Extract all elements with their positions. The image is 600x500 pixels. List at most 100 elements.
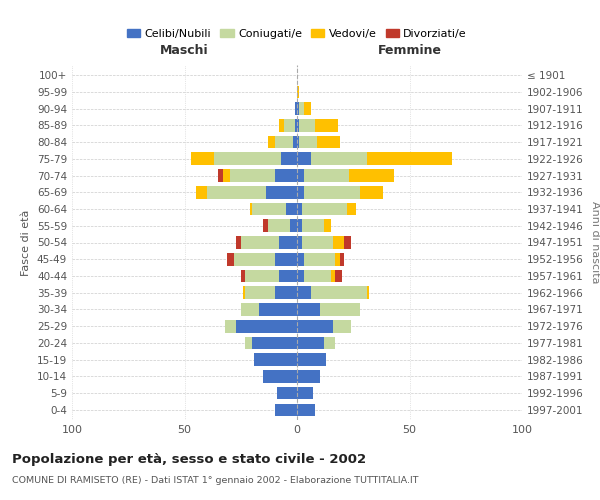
Bar xyxy=(245,270,279,282)
Bar xyxy=(214,152,281,165)
Bar xyxy=(304,270,331,282)
Bar xyxy=(297,169,304,182)
Bar xyxy=(263,370,297,382)
Bar xyxy=(252,336,297,349)
Bar xyxy=(218,169,223,182)
Bar xyxy=(268,136,275,148)
Bar xyxy=(297,102,299,115)
Bar xyxy=(241,303,259,316)
Bar xyxy=(297,202,302,215)
Text: Femmine: Femmine xyxy=(377,44,442,57)
Bar xyxy=(279,236,297,249)
Bar xyxy=(297,336,324,349)
Bar xyxy=(347,202,355,215)
Bar xyxy=(311,152,367,165)
Bar xyxy=(191,152,214,165)
Bar xyxy=(268,220,290,232)
Legend: Celibi/Nubili, Coniugati/e, Vedovi/e, Divorziati/e: Celibi/Nubili, Coniugati/e, Vedovi/e, Di… xyxy=(122,24,472,44)
Bar xyxy=(324,336,335,349)
Bar xyxy=(297,387,313,400)
Y-axis label: Fasce di età: Fasce di età xyxy=(22,210,31,276)
Bar xyxy=(265,186,297,198)
Bar xyxy=(349,169,394,182)
Y-axis label: Anni di nascita: Anni di nascita xyxy=(590,201,600,284)
Bar xyxy=(245,336,252,349)
Text: Popolazione per età, sesso e stato civile - 2002: Popolazione per età, sesso e stato civil… xyxy=(12,452,366,466)
Bar xyxy=(311,286,367,299)
Bar xyxy=(297,270,304,282)
Bar xyxy=(333,320,351,332)
Bar xyxy=(304,253,335,266)
Bar xyxy=(299,119,315,132)
Bar xyxy=(320,303,360,316)
Bar xyxy=(297,320,333,332)
Bar xyxy=(225,320,236,332)
Bar xyxy=(297,286,311,299)
Bar xyxy=(281,152,297,165)
Bar xyxy=(333,236,344,249)
Bar xyxy=(229,169,275,182)
Bar xyxy=(297,220,302,232)
Bar xyxy=(252,202,286,215)
Bar xyxy=(344,236,351,249)
Bar xyxy=(302,202,347,215)
Bar xyxy=(315,119,337,132)
Bar xyxy=(245,286,275,299)
Bar xyxy=(241,270,245,282)
Bar xyxy=(227,253,234,266)
Bar xyxy=(279,270,297,282)
Text: Maschi: Maschi xyxy=(160,44,209,57)
Bar xyxy=(275,286,297,299)
Bar xyxy=(279,119,284,132)
Bar xyxy=(304,169,349,182)
Bar xyxy=(299,136,317,148)
Bar xyxy=(297,186,304,198)
Bar xyxy=(196,186,207,198)
Bar xyxy=(302,236,333,249)
Bar xyxy=(223,169,229,182)
Bar xyxy=(331,270,335,282)
Bar xyxy=(304,102,311,115)
Bar xyxy=(284,119,295,132)
Bar xyxy=(297,370,320,382)
Bar xyxy=(207,186,265,198)
Bar xyxy=(263,220,268,232)
Text: COMUNE DI RAMISETO (RE) - Dati ISTAT 1° gennaio 2002 - Elaborazione TUTTITALIA.I: COMUNE DI RAMISETO (RE) - Dati ISTAT 1° … xyxy=(12,476,419,485)
Bar xyxy=(297,253,304,266)
Bar xyxy=(275,404,297,416)
Bar xyxy=(297,236,302,249)
Bar xyxy=(367,286,369,299)
Bar xyxy=(295,119,297,132)
Bar xyxy=(335,270,342,282)
Bar xyxy=(302,220,324,232)
Bar xyxy=(340,253,344,266)
Bar xyxy=(304,186,360,198)
Bar xyxy=(236,320,297,332)
Bar xyxy=(299,102,304,115)
Bar xyxy=(324,220,331,232)
Bar xyxy=(297,303,320,316)
Bar xyxy=(335,253,340,266)
Bar xyxy=(297,354,326,366)
Bar xyxy=(367,152,452,165)
Bar xyxy=(243,286,245,299)
Bar xyxy=(275,169,297,182)
Bar xyxy=(295,102,297,115)
Bar xyxy=(360,186,383,198)
Bar xyxy=(290,220,297,232)
Bar xyxy=(236,236,241,249)
Bar xyxy=(277,387,297,400)
Bar xyxy=(297,136,299,148)
Bar xyxy=(317,136,340,148)
Bar xyxy=(297,404,315,416)
Bar xyxy=(241,236,279,249)
Bar xyxy=(234,253,275,266)
Bar xyxy=(275,253,297,266)
Bar xyxy=(250,202,252,215)
Bar xyxy=(259,303,297,316)
Bar xyxy=(297,86,299,98)
Bar xyxy=(297,119,299,132)
Bar xyxy=(286,202,297,215)
Bar xyxy=(297,152,311,165)
Bar xyxy=(254,354,297,366)
